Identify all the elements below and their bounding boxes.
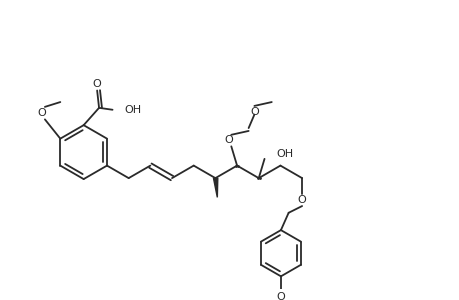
Text: OH: OH	[275, 149, 292, 159]
Text: O: O	[93, 79, 101, 89]
Text: O: O	[250, 107, 258, 117]
Text: O: O	[38, 108, 46, 118]
Text: O: O	[224, 135, 232, 145]
Polygon shape	[213, 178, 217, 197]
Text: OH: OH	[124, 105, 141, 115]
Text: O: O	[297, 195, 306, 205]
Text: O: O	[276, 292, 285, 300]
